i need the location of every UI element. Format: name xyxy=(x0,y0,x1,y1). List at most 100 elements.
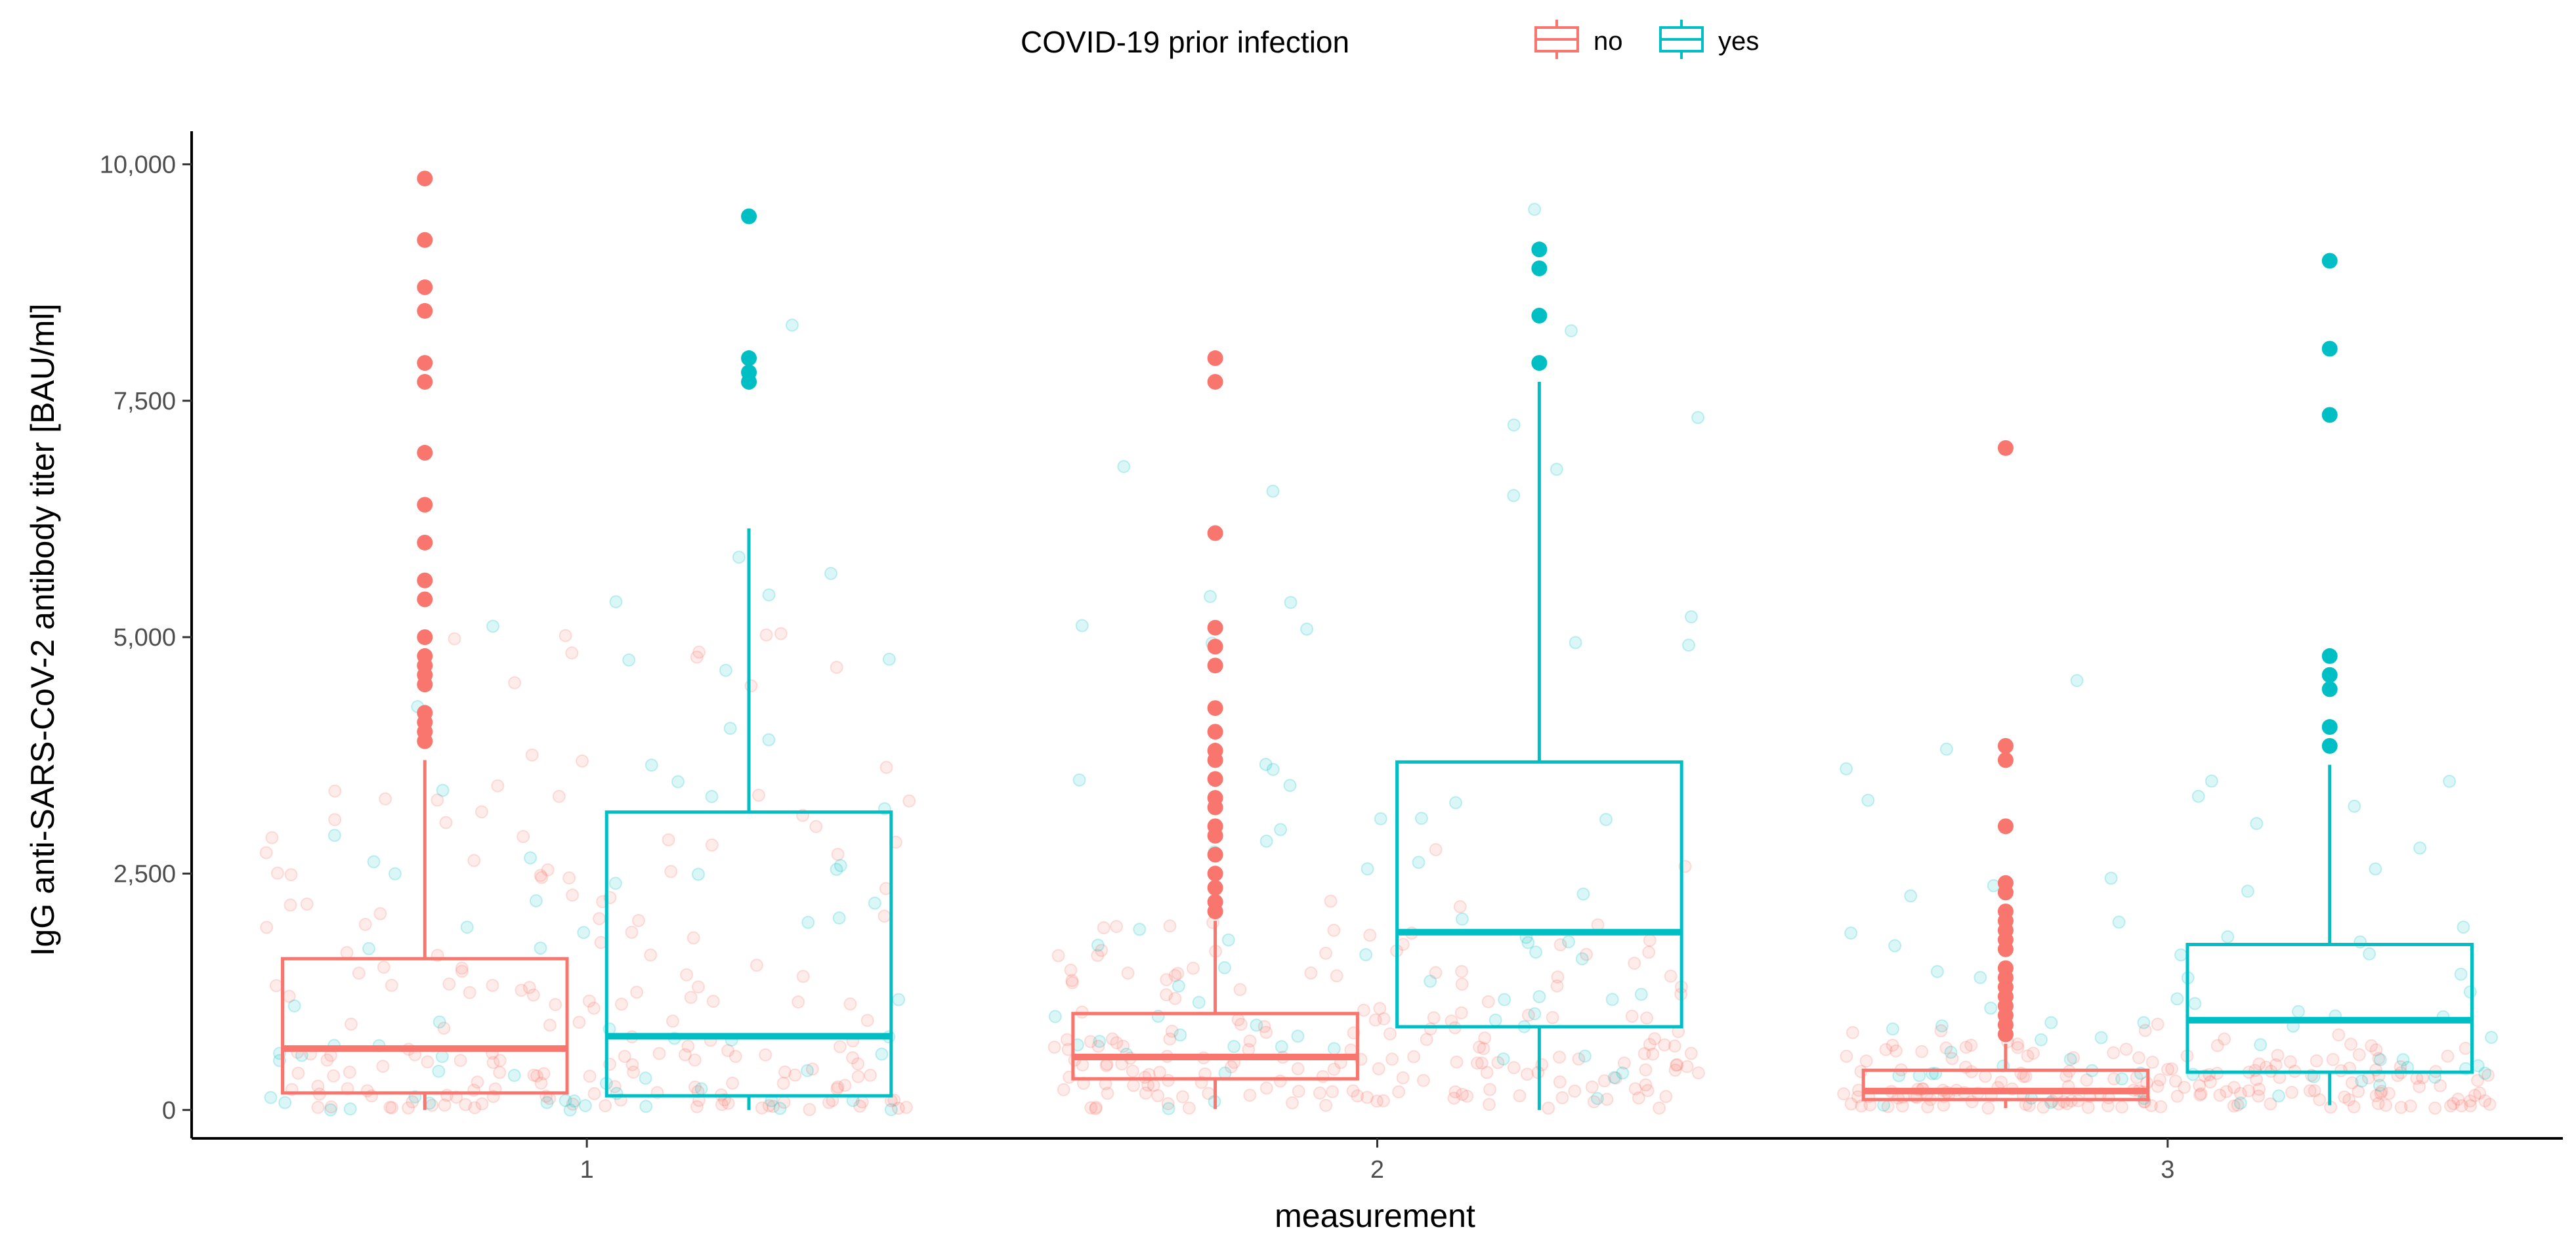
jitter-point xyxy=(1243,1034,1257,1048)
jitter-point xyxy=(578,1099,592,1113)
jitter-point xyxy=(2413,841,2427,855)
jitter-point xyxy=(801,1064,814,1077)
jitter-point xyxy=(1065,974,1079,987)
jitter-point xyxy=(1454,1006,1468,1020)
jitter-point xyxy=(877,909,891,923)
jitter-point xyxy=(1597,1074,1611,1088)
jitter-point xyxy=(2228,1081,2241,1094)
outlier-point xyxy=(417,355,433,371)
jitter-point xyxy=(1327,1062,1341,1076)
jitter-point xyxy=(345,1017,358,1031)
jitter-point xyxy=(260,921,274,934)
outlier-point xyxy=(1997,903,2014,920)
jitter-point xyxy=(686,931,700,945)
jitter-point xyxy=(1116,1039,1130,1053)
jitter-point xyxy=(385,978,398,992)
jitter-point xyxy=(1171,966,1185,980)
jitter-point xyxy=(2313,1093,2327,1107)
jitter-point xyxy=(1455,978,1469,991)
jitter-point xyxy=(383,1100,397,1114)
jitter-point xyxy=(1429,966,1443,980)
jitter-point xyxy=(543,1018,557,1032)
jitter-point xyxy=(1373,1002,1387,1016)
jitter-point xyxy=(1121,966,1135,980)
jitter-point xyxy=(2233,1087,2247,1100)
jitter-point xyxy=(1361,862,1374,876)
jitter-point xyxy=(566,1097,580,1111)
jitter-point xyxy=(2471,1073,2484,1087)
jitter-point xyxy=(1392,1085,1406,1099)
jitter-point xyxy=(358,917,372,931)
jitter-point xyxy=(767,1100,780,1113)
jitter-point xyxy=(291,1066,305,1080)
jitter-point xyxy=(868,896,881,910)
jitter-point xyxy=(593,912,606,926)
jitter-point xyxy=(572,1016,586,1029)
jitter-point xyxy=(264,1090,278,1104)
jitter-point xyxy=(507,1069,521,1082)
jitter-point xyxy=(778,1065,792,1079)
jitter-point xyxy=(367,855,381,869)
jitter-point xyxy=(1934,1024,1948,1037)
jitter-point xyxy=(2218,1032,2231,1046)
jitter-point xyxy=(2347,1100,2361,1113)
jitter-point xyxy=(1455,964,1469,978)
jitter-point xyxy=(2342,1093,2356,1107)
jitter-point xyxy=(1227,1040,1241,1053)
jitter-point xyxy=(632,914,645,927)
jitter-point xyxy=(705,838,719,852)
jitter-point xyxy=(311,1079,325,1093)
jitter-point xyxy=(1590,1092,1604,1106)
jitter-point xyxy=(1266,484,1280,498)
jitter-point xyxy=(1084,1035,1097,1048)
box-body xyxy=(280,957,569,1095)
jitter-point xyxy=(892,993,906,1006)
jitter-point xyxy=(1259,758,1273,771)
jitter-point xyxy=(1429,843,1443,856)
jitter-point xyxy=(2455,1099,2468,1113)
jitter-point xyxy=(1259,835,1273,848)
jitter-point xyxy=(1168,991,1182,1005)
jitter-point xyxy=(278,1096,292,1109)
jitter-point xyxy=(831,1080,845,1094)
jitter-point xyxy=(1625,1009,1639,1023)
jitter-point xyxy=(1607,1071,1621,1085)
jitter-point xyxy=(1470,1056,1484,1070)
jitter-point xyxy=(1668,1039,1681,1053)
jitter-point xyxy=(406,1095,419,1109)
jitter-point xyxy=(2373,1053,2387,1067)
jitter-point xyxy=(300,897,314,911)
jitter-point xyxy=(1562,935,1575,949)
jitter-point xyxy=(1450,1055,1464,1069)
jitter-point xyxy=(486,1056,500,1069)
jitter-point xyxy=(525,748,539,762)
jitter-point xyxy=(690,650,704,664)
jitter-point xyxy=(534,1076,548,1090)
jitter-point xyxy=(1981,1101,1995,1115)
jitter-point xyxy=(2308,1084,2321,1098)
jitter-point xyxy=(680,968,694,982)
jitter-point xyxy=(1551,970,1565,984)
jitter-point xyxy=(343,1066,356,1079)
jitter-point xyxy=(2457,921,2470,934)
outlier-point xyxy=(741,364,757,381)
jitter-point xyxy=(762,1099,776,1113)
box-yes-2 xyxy=(1395,241,1683,1110)
outlier-point xyxy=(2321,253,2338,269)
outlier-point xyxy=(417,497,433,513)
jitter-point xyxy=(2382,1087,2396,1100)
jitter-point xyxy=(1292,1085,1305,1098)
jitter-point xyxy=(1664,969,1678,983)
jitter-point xyxy=(455,964,469,978)
box-body xyxy=(1395,760,1683,1029)
jitter-point xyxy=(1097,921,1110,934)
jitter-point xyxy=(1576,887,1590,901)
jitter-point xyxy=(608,877,622,890)
jitter-point xyxy=(562,871,576,885)
jitter-point xyxy=(421,1055,434,1069)
jitter-point xyxy=(1259,1081,1273,1095)
jitter-point xyxy=(1475,1056,1489,1070)
jitter-point xyxy=(2231,1098,2245,1112)
outlier-point xyxy=(1207,724,1223,740)
box-no-1 xyxy=(280,171,569,1110)
